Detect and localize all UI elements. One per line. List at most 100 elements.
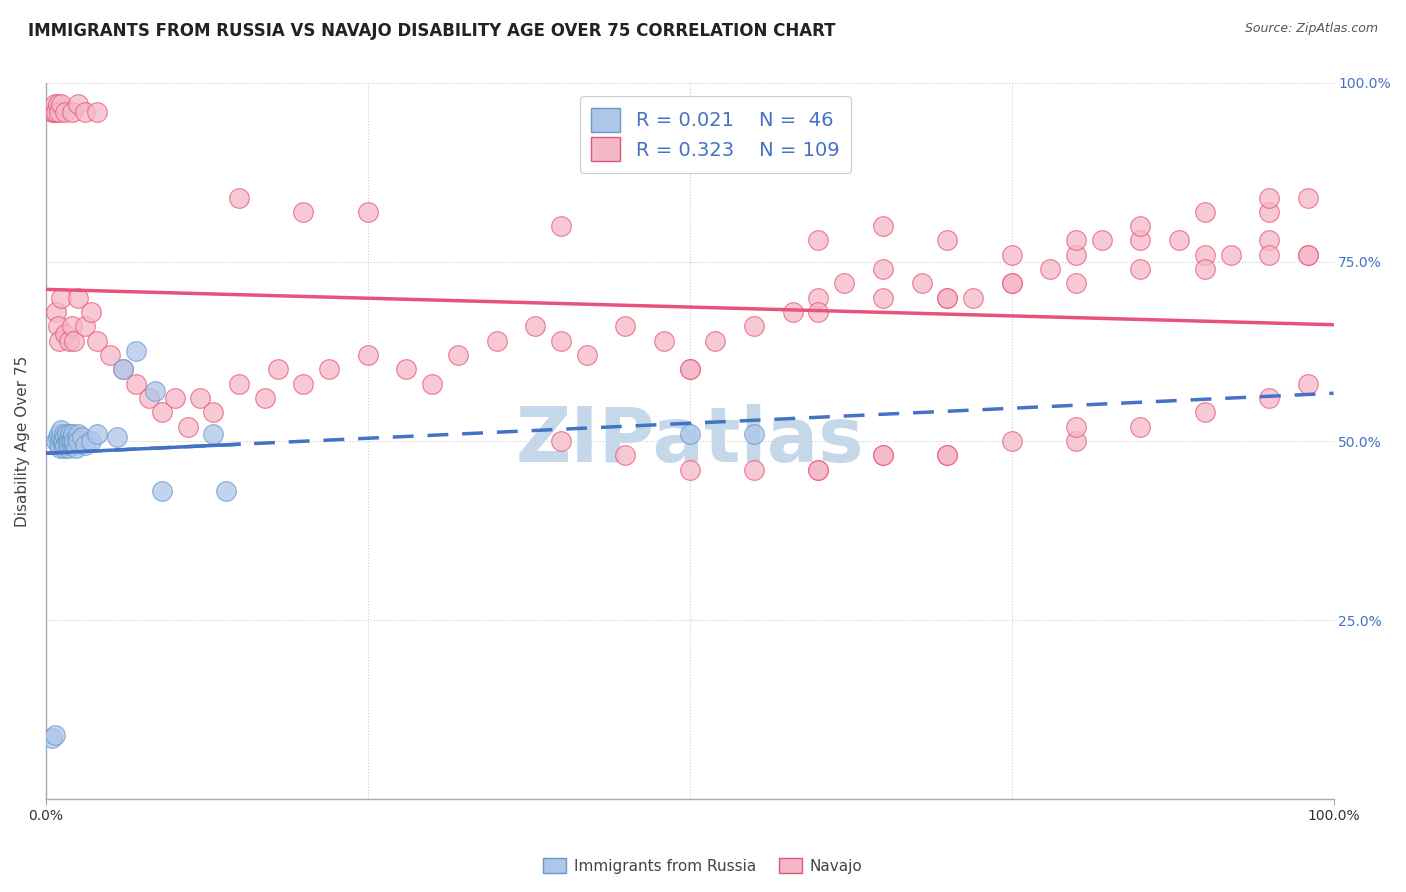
Point bbox=[105, 430, 128, 444]
Point bbox=[614, 319, 637, 334]
Point bbox=[1194, 248, 1216, 262]
Point bbox=[1129, 234, 1152, 248]
Point bbox=[267, 362, 290, 376]
Point bbox=[73, 437, 96, 451]
Point bbox=[292, 376, 315, 391]
Point bbox=[742, 426, 765, 441]
Point bbox=[125, 376, 148, 391]
Point bbox=[1001, 248, 1024, 262]
Point bbox=[550, 219, 572, 234]
Point bbox=[63, 434, 86, 448]
Point bbox=[1296, 248, 1319, 262]
Text: Source: ZipAtlas.com: Source: ZipAtlas.com bbox=[1244, 22, 1378, 36]
Point bbox=[53, 104, 76, 119]
Point bbox=[936, 448, 959, 462]
Point bbox=[202, 426, 225, 441]
Point bbox=[55, 434, 77, 448]
Point bbox=[125, 344, 148, 359]
Point bbox=[60, 104, 83, 119]
Point bbox=[56, 441, 79, 455]
Point bbox=[62, 426, 84, 441]
Point bbox=[679, 426, 702, 441]
Point bbox=[60, 430, 83, 444]
Point bbox=[51, 430, 73, 444]
Point bbox=[807, 463, 830, 477]
Point bbox=[86, 334, 108, 348]
Point bbox=[936, 291, 959, 305]
Point bbox=[1129, 262, 1152, 277]
Point bbox=[228, 376, 250, 391]
Point bbox=[872, 448, 894, 462]
Point bbox=[1168, 234, 1191, 248]
Point bbox=[86, 426, 108, 441]
Point bbox=[1258, 190, 1281, 204]
Point bbox=[48, 437, 70, 451]
Point bbox=[98, 348, 121, 362]
Point bbox=[53, 437, 76, 451]
Point bbox=[44, 728, 66, 742]
Point bbox=[60, 434, 83, 448]
Point bbox=[48, 334, 70, 348]
Point bbox=[807, 463, 830, 477]
Point bbox=[420, 376, 443, 391]
Point bbox=[962, 291, 984, 305]
Point bbox=[807, 291, 830, 305]
Point bbox=[112, 362, 135, 376]
Point bbox=[679, 362, 702, 376]
Point bbox=[63, 437, 86, 451]
Point bbox=[46, 97, 69, 112]
Point bbox=[807, 234, 830, 248]
Point bbox=[202, 405, 225, 419]
Point bbox=[60, 437, 83, 451]
Point bbox=[1064, 248, 1087, 262]
Point bbox=[45, 104, 67, 119]
Point bbox=[59, 434, 82, 448]
Point bbox=[228, 190, 250, 204]
Point bbox=[1258, 204, 1281, 219]
Point bbox=[67, 426, 90, 441]
Point bbox=[1219, 248, 1241, 262]
Point bbox=[73, 319, 96, 334]
Point bbox=[66, 430, 89, 444]
Point bbox=[51, 291, 73, 305]
Text: IMMIGRANTS FROM RUSSIA VS NAVAJO DISABILITY AGE OVER 75 CORRELATION CHART: IMMIGRANTS FROM RUSSIA VS NAVAJO DISABIL… bbox=[28, 22, 835, 40]
Point bbox=[80, 305, 103, 319]
Point bbox=[1001, 277, 1024, 291]
Point bbox=[679, 463, 702, 477]
Point bbox=[1001, 434, 1024, 448]
Point bbox=[45, 434, 67, 448]
Point bbox=[46, 319, 69, 334]
Point bbox=[44, 97, 66, 112]
Point bbox=[45, 305, 67, 319]
Point bbox=[447, 348, 470, 362]
Point bbox=[58, 430, 80, 444]
Point bbox=[53, 326, 76, 341]
Point bbox=[872, 291, 894, 305]
Legend: R = 0.021    N =  46, R = 0.323    N = 109: R = 0.021 N = 46, R = 0.323 N = 109 bbox=[579, 96, 852, 173]
Point bbox=[86, 104, 108, 119]
Point bbox=[1064, 419, 1087, 434]
Point bbox=[550, 334, 572, 348]
Point bbox=[1129, 219, 1152, 234]
Point bbox=[652, 334, 675, 348]
Point bbox=[53, 430, 76, 444]
Point bbox=[872, 448, 894, 462]
Point bbox=[1064, 234, 1087, 248]
Point bbox=[575, 348, 598, 362]
Point bbox=[58, 437, 80, 451]
Point bbox=[52, 434, 75, 448]
Point bbox=[48, 104, 70, 119]
Point bbox=[872, 262, 894, 277]
Point bbox=[614, 448, 637, 462]
Point bbox=[1194, 262, 1216, 277]
Point bbox=[215, 484, 238, 499]
Point bbox=[41, 731, 63, 746]
Point bbox=[49, 441, 72, 455]
Point bbox=[63, 334, 86, 348]
Point bbox=[357, 204, 380, 219]
Point bbox=[704, 334, 727, 348]
Point bbox=[67, 434, 90, 448]
Point bbox=[55, 426, 77, 441]
Text: ZIPatlas: ZIPatlas bbox=[516, 404, 865, 478]
Point bbox=[51, 423, 73, 437]
